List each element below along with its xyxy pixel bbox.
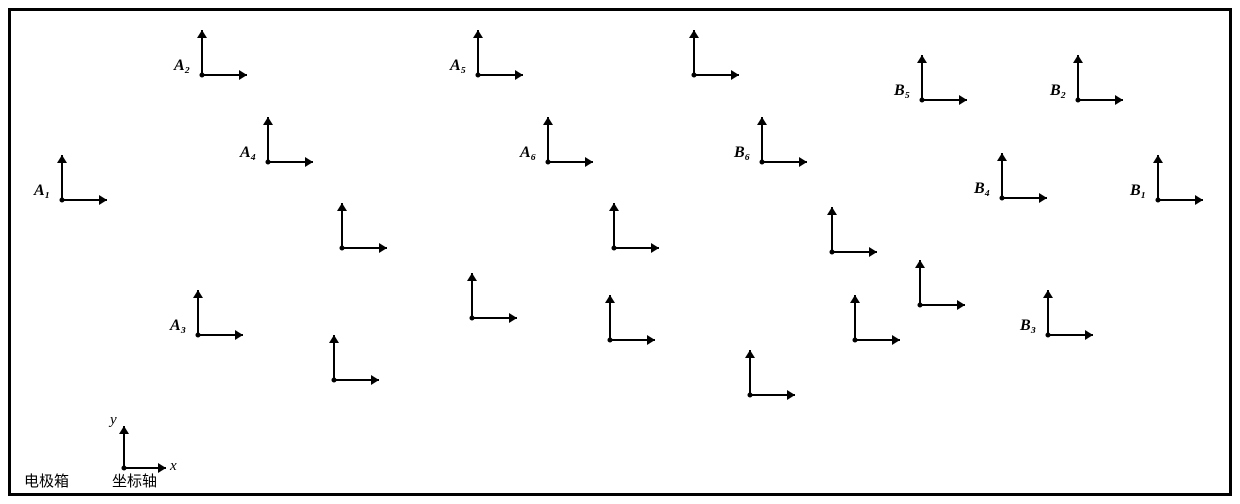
axis-U2	[329, 330, 384, 390]
axis-U6	[689, 25, 744, 85]
axis-U10	[915, 255, 970, 315]
axis-U9	[850, 290, 905, 350]
axis-B5	[917, 50, 972, 110]
axis-B2	[1073, 50, 1128, 110]
legend-electrode-box: 电极箱	[24, 470, 69, 491]
axis-label-B4: B₄	[974, 180, 990, 198]
axis-label-A3: A₃	[170, 317, 186, 335]
axis-label-A2: A₂	[174, 57, 190, 75]
axis-U5	[605, 290, 660, 350]
axis-U4	[609, 198, 664, 258]
axis-U3	[467, 268, 522, 328]
axis-A2	[197, 25, 252, 85]
ref-y-label: y	[110, 412, 117, 429]
legend-coord-axis: 坐标轴	[112, 470, 157, 491]
axis-B3	[1043, 285, 1098, 345]
axis-B1	[1153, 150, 1208, 210]
axis-U8	[827, 202, 882, 262]
axis-label-A6: A₆	[520, 144, 536, 162]
axis-label-A1: A₁	[34, 182, 50, 200]
axis-U1	[337, 198, 392, 258]
axis-label-B6: B₆	[734, 144, 750, 162]
axis-A3	[193, 285, 248, 345]
axis-B4	[997, 148, 1052, 208]
axis-A5	[473, 25, 528, 85]
axis-label-A5: A₅	[450, 57, 466, 75]
axis-label-B3: B₃	[1020, 317, 1036, 335]
axis-label-B5: B₅	[894, 82, 910, 100]
axis-label-A4: A₄	[240, 144, 256, 162]
axis-A6	[543, 112, 598, 172]
axis-B6	[757, 112, 812, 172]
ref-x-label: x	[170, 458, 177, 475]
axis-A1	[57, 150, 112, 210]
axis-label-B1: B₁	[1130, 182, 1146, 200]
axis-U7	[745, 345, 800, 405]
axis-A4	[263, 112, 318, 172]
axis-label-B2: B₂	[1050, 82, 1066, 100]
